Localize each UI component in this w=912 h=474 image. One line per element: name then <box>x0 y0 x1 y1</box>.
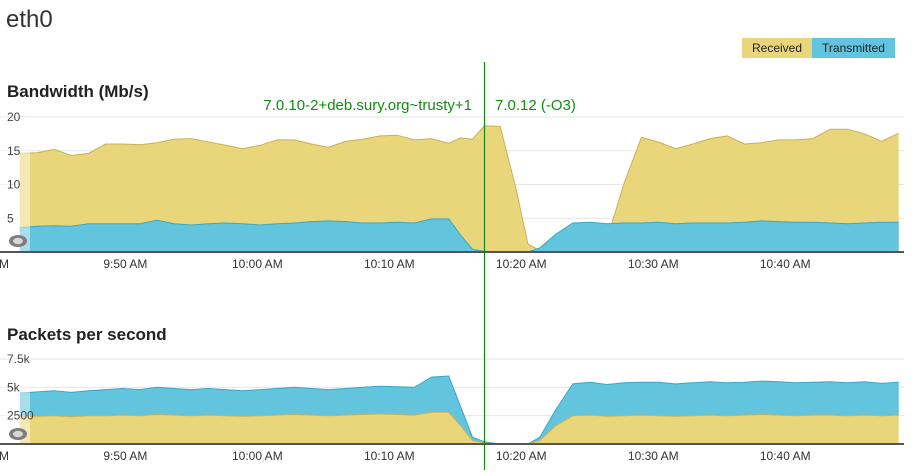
line-received-bw <box>19 125 899 253</box>
line-transmitted-bw <box>19 218 899 253</box>
x-tick-label-pk-0: M <box>0 449 9 463</box>
y-tick-label-pk-2: 2500 <box>7 409 34 423</box>
x-tick-label-pk-3: 10:10 AM <box>364 449 415 463</box>
area-received-pk <box>19 412 899 444</box>
legend-received[interactable]: Received <box>742 38 813 58</box>
line-received-pk <box>19 411 899 445</box>
x-tick-label-bw-3: 10:10 AM <box>364 257 415 271</box>
y-tick-label-bw-0: 20 <box>7 110 21 124</box>
page-title: eth0 <box>6 6 53 33</box>
legend: Received Transmitted <box>742 38 895 58</box>
area-transmitted-pk <box>19 376 899 444</box>
x-tick-label-bw-5: 10:30 AM <box>628 257 679 271</box>
bandwidth-chart-title: Bandwidth (Mb/s) <box>7 82 149 101</box>
x-tick-label-pk-2: 10:00 AM <box>232 449 283 463</box>
y-tick-label-pk-0: 7.5k <box>7 352 31 366</box>
deploy-label-current: 7.0.12 (-O3) <box>495 97 576 114</box>
zoom-handle-icon-inner <box>13 237 23 245</box>
y-tick-label-bw-2: 10 <box>7 178 21 192</box>
packets-chart-title: Packets per second <box>7 325 167 344</box>
legend-transmitted[interactable]: Transmitted <box>812 38 895 58</box>
x-tick-label-pk-5: 10:30 AM <box>628 449 679 463</box>
x-tick-label-pk-4: 10:20 AM <box>496 449 547 463</box>
x-tick-label-bw-2: 10:00 AM <box>232 257 283 271</box>
x-tick-label-pk-1: 9:50 AM <box>103 449 147 463</box>
area-transmitted-bw <box>19 218 899 252</box>
x-tick-label-bw-6: 10:40 AM <box>760 257 811 271</box>
line-transmitted-pk <box>19 375 899 445</box>
area-received-bw <box>19 125 899 252</box>
x-tick-label-bw-1: 9:50 AM <box>103 257 147 271</box>
y-tick-label-pk-1: 5k <box>7 380 21 394</box>
x-tick-label-bw-4: 10:20 AM <box>496 257 547 271</box>
x-tick-label-bw-0: M <box>0 257 9 271</box>
y-tick-label-bw-1: 15 <box>7 144 21 158</box>
deploy-label-previous: 7.0.10-2+deb.sury.org~trusty+1 <box>263 97 472 114</box>
range-handle-bw[interactable] <box>0 117 30 252</box>
y-tick-label-bw-3: 5 <box>7 211 14 225</box>
x-tick-label-pk-6: 10:40 AM <box>760 449 811 463</box>
zoom-handle-icon-inner <box>13 430 23 438</box>
